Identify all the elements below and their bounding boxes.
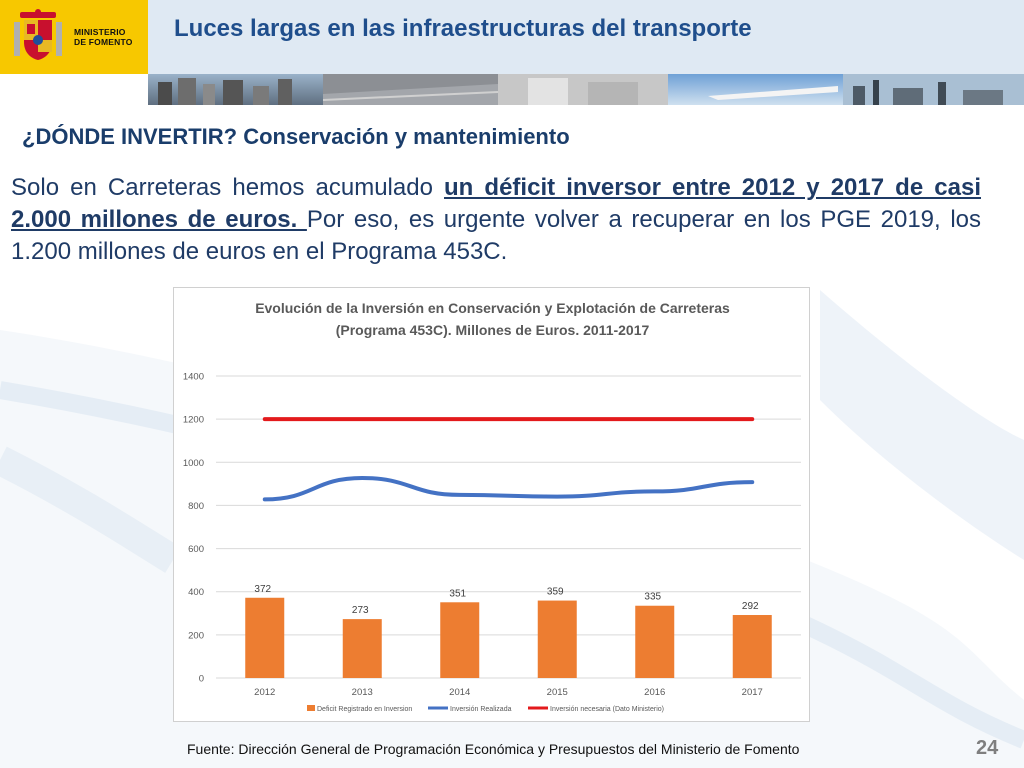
bar — [537, 600, 577, 678]
section-subtitle: ¿DÓNDE INVERTIR? Conservación y mantenim… — [22, 124, 570, 149]
data-label: 351 — [449, 588, 466, 599]
legend-label: Inversión Realizada — [450, 706, 512, 713]
chart-title-line2: (Programa 453C). Millones de Euros. 2011… — [335, 322, 650, 338]
legend-swatch — [307, 705, 315, 711]
y-tick-label: 1000 — [183, 458, 204, 469]
coat-of-arms-icon — [14, 9, 62, 60]
x-tick-label: 2012 — [254, 687, 275, 698]
y-tick-label: 1200 — [183, 415, 204, 426]
y-tick-label: 400 — [188, 587, 204, 598]
data-label: 273 — [352, 605, 369, 616]
bar — [245, 597, 285, 678]
bar — [342, 619, 382, 678]
source-footer: Fuente: Dirección General de Programació… — [187, 741, 800, 757]
chart-plot: 0 200 400 600 800 1000 1200 1400 2012 2013 2014 201… — [183, 372, 801, 713]
data-label: 335 — [644, 592, 661, 603]
bar — [440, 602, 480, 678]
ministry-name: MINISTERIO DE FOMENTO — [74, 27, 133, 47]
intro-paragraph: Solo en Carreteras hemos acumulado un dé… — [11, 172, 981, 268]
x-tick-label: 2016 — [644, 687, 665, 698]
x-tick-label: 2014 — [449, 687, 470, 698]
investment-chart: Evolución de la Inversión en Conservació… — [173, 287, 810, 722]
page-number: 24 — [976, 737, 999, 759]
legend-label: Inversión necesaria (Dato Ministerio) — [550, 706, 664, 713]
data-label: 372 — [254, 584, 271, 595]
chart-title-line1: Evolución de la Inversión en Conservació… — [255, 300, 730, 316]
x-tick-label: 2017 — [742, 687, 763, 698]
bar — [732, 615, 772, 678]
y-tick-label: 800 — [188, 501, 204, 512]
page-title: Luces largas en las infraestructuras del… — [174, 15, 752, 42]
legend-label: Deficit Registrado en Inversion — [317, 706, 412, 713]
bar — [635, 605, 675, 678]
intro-highlight: un déficit inversor entre 2012 y 2017 de… — [11, 174, 981, 233]
y-tick-label: 0 — [199, 674, 204, 685]
y-tick-label: 200 — [188, 630, 204, 641]
y-tick-label: 600 — [188, 544, 204, 555]
x-tick-label: 2013 — [352, 687, 373, 698]
ministry-logo: MINISTERIO DE FOMENTO — [0, 0, 148, 74]
transport-photo-strip — [148, 74, 1024, 105]
chart-title: Evolución de la Inversión en Conservació… — [174, 297, 811, 341]
intro-text-end: Por eso, es urgente volver a recuperar e… — [11, 206, 981, 265]
title-bar: Luces largas en las infraestructuras del… — [148, 0, 1024, 74]
data-label: 359 — [547, 587, 564, 598]
data-label: 292 — [742, 601, 759, 612]
intro-text-start: Solo en Carreteras hemos acumulado — [11, 174, 445, 201]
y-tick-label: 1400 — [183, 372, 204, 383]
series-line — [262, 476, 755, 502]
x-tick-label: 2015 — [547, 687, 568, 698]
header: MINISTERIO DE FOMENTO Luces largas en la… — [0, 0, 1024, 105]
